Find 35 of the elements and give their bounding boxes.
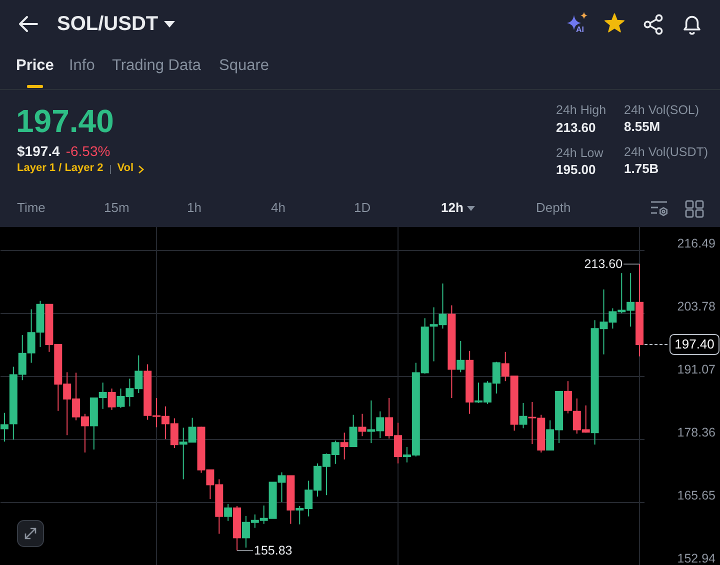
text: 24h High	[556, 102, 606, 118]
text: 195.00	[556, 162, 596, 178]
text: 24h Low	[556, 146, 604, 160]
text: 4h	[271, 200, 286, 216]
y-tick-label: 165.65	[677, 488, 716, 502]
text: Time	[17, 200, 46, 216]
text: Info	[69, 56, 95, 76]
text: 12h	[441, 200, 464, 216]
text: AI	[576, 25, 584, 35]
text: 1h	[187, 200, 202, 216]
text: 15m	[104, 200, 130, 216]
y-tick-label: 152.94	[677, 551, 716, 565]
text: Trading Data	[112, 56, 202, 76]
y-tick-label: 203.78	[677, 299, 716, 314]
annotation: 213.60	[584, 257, 623, 272]
y-tick-label: 191.07	[677, 362, 716, 376]
text: 24h Vol(USDT)	[624, 144, 708, 160]
y-tick-label: 216.49	[677, 236, 716, 250]
text: SOL/USDT	[57, 12, 158, 36]
text: $197.4	[17, 142, 60, 160]
text: Layer 1 / Layer 2	[17, 162, 104, 176]
text: Square	[219, 56, 269, 76]
text: 1D	[354, 200, 371, 216]
text: 197.40	[16, 102, 114, 140]
ref-line-label: 197.40	[674, 336, 714, 352]
text: Price	[16, 56, 54, 76]
y-tick-label: 178.36	[677, 425, 716, 440]
text: 8.55M	[624, 119, 660, 135]
annotation: 155.83	[254, 543, 292, 558]
text: 213.60	[556, 120, 596, 136]
text: Depth	[536, 200, 571, 216]
text: 24h Vol(SOL)	[624, 102, 700, 118]
text: 1.75B	[624, 161, 659, 177]
text: Vol	[117, 162, 134, 176]
text: -6.53%	[66, 142, 110, 160]
